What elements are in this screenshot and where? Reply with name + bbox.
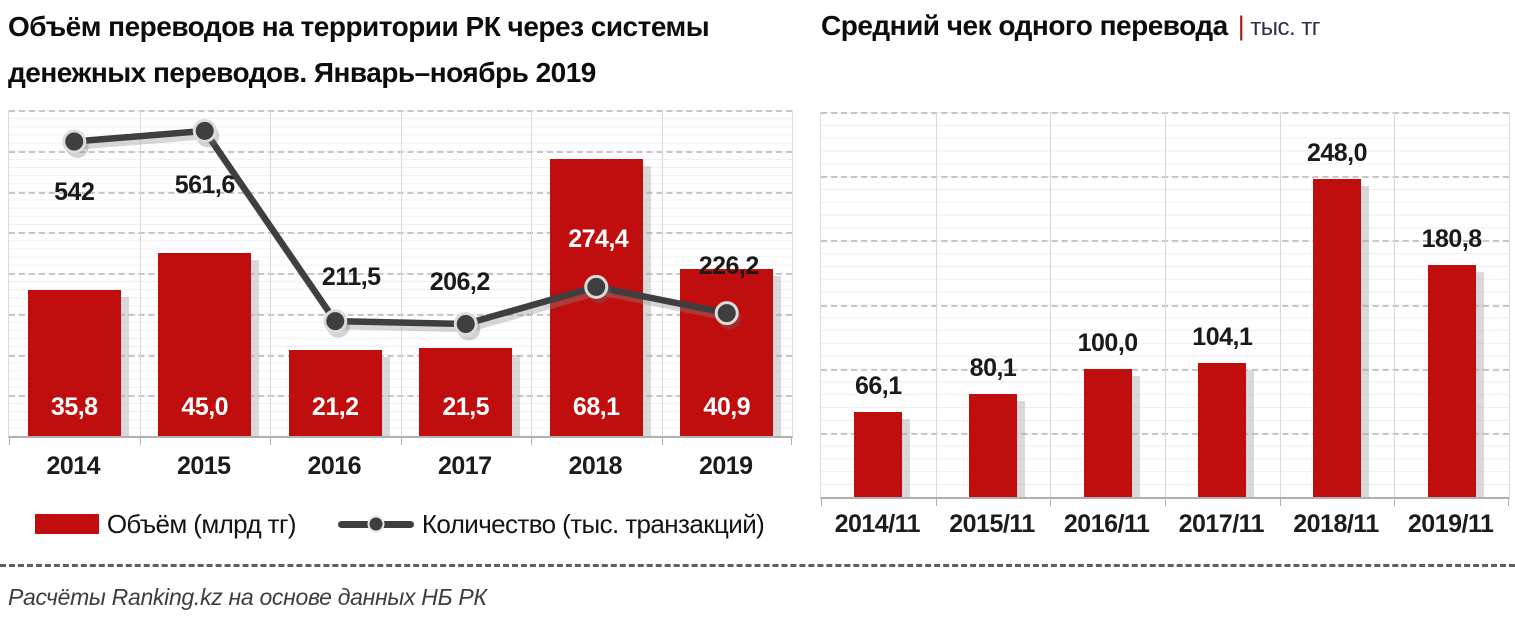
legend-count-swatch <box>337 511 414 537</box>
category-separator-line <box>935 112 937 497</box>
legend-volume-swatch <box>34 514 99 534</box>
category-label: 2014/11 <box>834 510 921 538</box>
volume-bar-label: 35,8 <box>50 393 98 421</box>
volume-bar <box>288 349 390 437</box>
category-label: 2015 <box>176 452 231 480</box>
volume-bar-label: 21,5 <box>442 393 490 421</box>
transactions-point-label: 561,6 <box>174 170 236 199</box>
axis-tick <box>1165 498 1166 506</box>
right-x-axis-labels: 2014/11 2015/11 2016/11 2017/11 2018/11 2019/… <box>820 510 1508 542</box>
legend-volume-item: Объём (млрд тг) <box>34 508 297 540</box>
category-label: 2019/11 <box>1407 510 1494 538</box>
avg-check-bar-label: 180,8 <box>1421 224 1483 253</box>
volume-bar <box>158 252 259 437</box>
transactions-point-label: 206,2 <box>429 267 491 296</box>
transactions-marker <box>584 274 609 299</box>
category-separator-line <box>1279 112 1281 497</box>
left-chart-title: Объём переводов на территории РК через с… <box>8 4 813 96</box>
category-label: 2017 <box>437 452 492 480</box>
category-separator-line <box>270 110 271 436</box>
category-label: 2014 <box>46 452 101 480</box>
avg-check-bar-label: 248,0 <box>1306 138 1368 167</box>
axis-tick <box>9 437 10 445</box>
transactions-marker <box>192 118 217 143</box>
category-separator-line <box>139 110 141 436</box>
category-label: 2019 <box>698 452 753 480</box>
volume-bar <box>419 348 520 436</box>
volume-bar-label: 68,1 <box>572 393 620 421</box>
axis-tick <box>270 437 271 445</box>
category-separator-line <box>1050 112 1052 497</box>
transactions-marker <box>453 311 478 336</box>
avg-check-bar-label: 100,0 <box>1077 328 1139 357</box>
avg-check-bar <box>854 412 911 497</box>
right-chart-title: Средний чек одного перевода | тыс. тг <box>821 10 1511 42</box>
avg-check-bar-label: 80,1 <box>969 354 1017 383</box>
transactions-marker <box>323 309 348 334</box>
legend-count-item: Количество (тыс. транзакций) <box>337 508 765 540</box>
axis-tick <box>791 437 792 445</box>
volume-bar <box>27 290 129 436</box>
category-label: 2017/11 <box>1178 510 1265 538</box>
axis-tick <box>1508 498 1509 506</box>
category-separator-line <box>1394 112 1396 497</box>
volume-bar-label: 40,9 <box>703 393 751 421</box>
axis-tick <box>139 437 141 445</box>
axis-tick <box>821 498 822 506</box>
category-separator-line <box>400 110 402 436</box>
category-separator-line <box>661 110 663 436</box>
category-label: 2018 <box>568 452 623 480</box>
avg-check-bar <box>1427 264 1484 498</box>
category-separator-line <box>531 110 532 436</box>
axis-tick <box>1394 498 1396 506</box>
legend: Объём (млрд тг) Количество (тыс. транзак… <box>8 502 791 546</box>
transactions-line-shadow <box>74 132 733 333</box>
axis-tick <box>400 437 402 445</box>
transactions-marker <box>62 129 87 154</box>
legend-volume-label: Объём (млрд тг) <box>106 508 297 539</box>
left-chart-title-line1: Объём переводов на территории РК через с… <box>8 11 710 42</box>
axis-tick <box>661 437 663 445</box>
source-note: Расчёты Ranking.kz на основе данных НБ Р… <box>8 584 487 610</box>
unit-separator: | <box>1237 11 1245 41</box>
transactions-line-chart <box>62 118 742 341</box>
axis-tick <box>1050 498 1052 506</box>
category-separator-line <box>1165 112 1166 497</box>
unit-label: тыс. тг <box>1250 14 1321 41</box>
category-label: 2018/11 <box>1293 510 1379 538</box>
legend-line-marker-icon <box>367 515 385 533</box>
left-x-axis-labels: 2014 2015 2016 2017 2018 2019 <box>8 452 791 484</box>
axis-tick <box>531 437 532 445</box>
avg-check-bar <box>1083 368 1140 498</box>
avg-check-bar <box>1198 363 1255 497</box>
transactions-point-label: 211,5 <box>321 263 381 292</box>
category-label: 2015/11 <box>949 510 1035 538</box>
volume-bar <box>680 269 781 436</box>
legend-count-label: Количество (тыс. транзакций) <box>421 508 765 539</box>
transactions-marker <box>714 301 739 326</box>
transactions-point-label: 542 <box>54 177 95 206</box>
dashed-divider <box>0 564 1515 567</box>
transactions-point-label: 226,2 <box>698 252 760 281</box>
transactions-line <box>71 127 730 328</box>
axis-tick <box>1279 498 1281 506</box>
category-label: 2016 <box>307 452 362 480</box>
average-check-plot-area: 66,1 80,1 100,0 104,1 248,0 180,8 <box>820 112 1510 506</box>
category-label: 2016/11 <box>1063 510 1150 538</box>
avg-check-bar-label: 66,1 <box>854 372 902 401</box>
volume-bar-label: 45,0 <box>181 393 229 421</box>
avg-check-bar <box>1312 178 1370 498</box>
transactions-point-label: 274,4 <box>568 224 629 253</box>
axis-tick <box>935 498 937 506</box>
avg-check-bar <box>968 394 1026 497</box>
volume-bar-label: 21,2 <box>311 393 359 421</box>
volume-transfers-plot-area: 35,8 45,0 21,2 21,5 68,1 40,9 542 561,6 211,5 206… <box>8 110 793 445</box>
right-chart-title-text: Средний чек одного перевода <box>821 10 1228 41</box>
avg-check-bar-label: 104,1 <box>1192 323 1253 352</box>
left-chart-title-line2: денежных переводов. Январь–ноябрь 2019 <box>8 57 596 88</box>
